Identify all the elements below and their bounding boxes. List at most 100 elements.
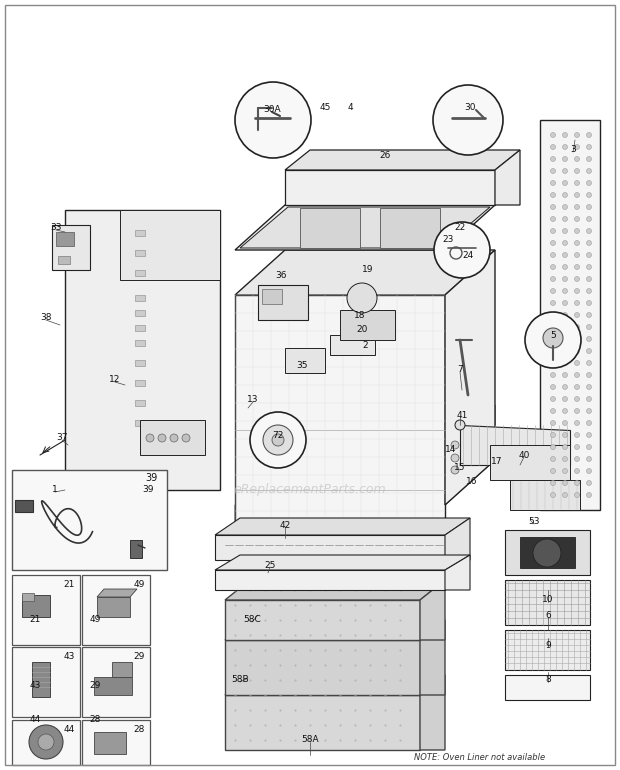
Polygon shape (97, 589, 137, 597)
Circle shape (575, 205, 580, 209)
Polygon shape (285, 170, 495, 205)
Circle shape (562, 433, 567, 437)
Circle shape (575, 169, 580, 173)
Polygon shape (120, 210, 220, 280)
Circle shape (562, 240, 567, 246)
Circle shape (562, 180, 567, 186)
Circle shape (551, 132, 556, 138)
Circle shape (587, 420, 591, 426)
Circle shape (551, 397, 556, 401)
Circle shape (562, 384, 567, 390)
Circle shape (551, 480, 556, 486)
Circle shape (551, 444, 556, 450)
Circle shape (551, 433, 556, 437)
Circle shape (551, 205, 556, 209)
Polygon shape (215, 535, 445, 560)
Circle shape (587, 240, 591, 246)
Circle shape (587, 192, 591, 197)
Circle shape (562, 373, 567, 377)
Circle shape (587, 156, 591, 162)
Circle shape (575, 493, 580, 497)
Circle shape (587, 313, 591, 317)
Text: 37: 37 (56, 434, 68, 443)
Circle shape (551, 384, 556, 390)
Circle shape (587, 324, 591, 330)
Circle shape (562, 265, 567, 270)
Circle shape (587, 360, 591, 366)
Circle shape (587, 229, 591, 233)
Circle shape (562, 444, 567, 450)
Circle shape (551, 313, 556, 317)
Bar (135, 295, 145, 301)
Circle shape (235, 82, 311, 158)
Text: 5: 5 (550, 330, 556, 340)
Polygon shape (215, 555, 470, 570)
Circle shape (562, 169, 567, 173)
Circle shape (587, 480, 591, 486)
Text: 4: 4 (347, 103, 353, 112)
Circle shape (562, 229, 567, 233)
Circle shape (575, 289, 580, 293)
Text: 29: 29 (89, 681, 100, 689)
Polygon shape (94, 677, 132, 695)
Circle shape (562, 145, 567, 149)
Bar (135, 230, 145, 236)
Text: 43: 43 (29, 681, 41, 689)
Polygon shape (460, 425, 570, 465)
Text: NOTE: Oven Liner not available: NOTE: Oven Liner not available (414, 754, 546, 762)
Circle shape (562, 156, 567, 162)
Text: 20: 20 (356, 326, 368, 334)
Polygon shape (380, 208, 440, 248)
Circle shape (562, 480, 567, 486)
Polygon shape (505, 580, 590, 625)
Text: 38: 38 (40, 313, 51, 323)
Circle shape (451, 454, 459, 462)
Circle shape (562, 349, 567, 353)
Text: 43: 43 (64, 652, 75, 661)
Circle shape (551, 349, 556, 353)
Polygon shape (225, 640, 420, 695)
Circle shape (38, 734, 54, 750)
Circle shape (587, 253, 591, 257)
Circle shape (562, 253, 567, 257)
Polygon shape (445, 518, 470, 560)
Circle shape (551, 192, 556, 197)
Text: 6: 6 (545, 611, 551, 620)
Circle shape (575, 229, 580, 233)
Text: 53: 53 (528, 517, 540, 527)
Polygon shape (225, 600, 420, 640)
Circle shape (587, 349, 591, 353)
Bar (135, 325, 145, 331)
Bar (340, 310, 395, 340)
Circle shape (575, 433, 580, 437)
Circle shape (587, 216, 591, 222)
Circle shape (562, 457, 567, 461)
Text: 30A: 30A (263, 105, 281, 113)
Circle shape (562, 493, 567, 497)
Circle shape (29, 725, 63, 759)
Circle shape (575, 180, 580, 186)
Circle shape (575, 253, 580, 257)
Polygon shape (65, 210, 220, 490)
Circle shape (575, 265, 580, 270)
Circle shape (587, 384, 591, 390)
Polygon shape (490, 445, 570, 480)
Polygon shape (420, 675, 445, 750)
Text: 28: 28 (134, 725, 145, 734)
Bar (56, 232, 74, 246)
Bar (12, 470, 167, 570)
Circle shape (575, 373, 580, 377)
Polygon shape (225, 675, 445, 695)
Bar (262, 289, 282, 304)
Circle shape (562, 289, 567, 293)
Bar (135, 420, 145, 426)
Polygon shape (300, 208, 360, 248)
Polygon shape (520, 537, 575, 568)
Polygon shape (235, 405, 495, 560)
Circle shape (562, 132, 567, 138)
Circle shape (575, 216, 580, 222)
Text: 39: 39 (146, 473, 158, 483)
Bar (140, 420, 205, 455)
Text: 16: 16 (466, 477, 478, 487)
Circle shape (575, 444, 580, 450)
